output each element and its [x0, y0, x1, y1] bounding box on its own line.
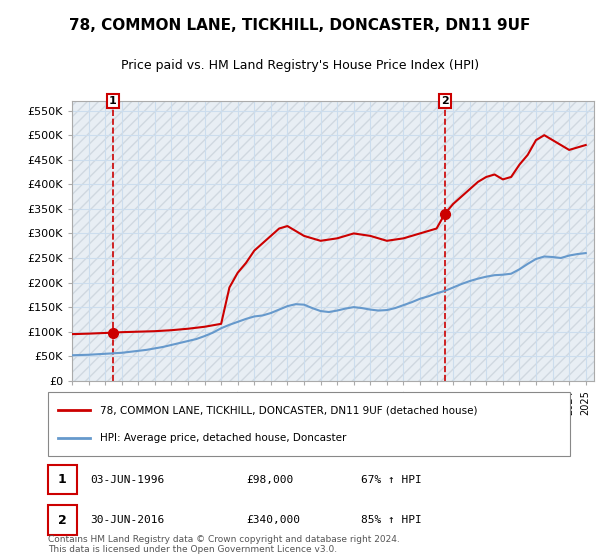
- Text: 85% ↑ HPI: 85% ↑ HPI: [361, 515, 422, 525]
- FancyBboxPatch shape: [48, 392, 570, 456]
- Text: Contains HM Land Registry data © Crown copyright and database right 2024.
This d: Contains HM Land Registry data © Crown c…: [48, 535, 400, 554]
- FancyBboxPatch shape: [48, 505, 77, 535]
- Text: 78, COMMON LANE, TICKHILL, DONCASTER, DN11 9UF: 78, COMMON LANE, TICKHILL, DONCASTER, DN…: [70, 18, 530, 32]
- FancyBboxPatch shape: [48, 465, 77, 494]
- Text: 67% ↑ HPI: 67% ↑ HPI: [361, 475, 422, 485]
- Text: 2: 2: [441, 96, 449, 106]
- Text: 78, COMMON LANE, TICKHILL, DONCASTER, DN11 9UF (detached house): 78, COMMON LANE, TICKHILL, DONCASTER, DN…: [100, 405, 478, 415]
- Text: 03-JUN-1996: 03-JUN-1996: [90, 475, 164, 485]
- Text: 2: 2: [58, 514, 67, 526]
- Text: £340,000: £340,000: [247, 515, 301, 525]
- Text: HPI: Average price, detached house, Doncaster: HPI: Average price, detached house, Donc…: [100, 433, 347, 444]
- Text: Price paid vs. HM Land Registry's House Price Index (HPI): Price paid vs. HM Land Registry's House …: [121, 59, 479, 72]
- Text: 1: 1: [109, 96, 116, 106]
- Text: 1: 1: [58, 473, 67, 486]
- Text: £98,000: £98,000: [247, 475, 293, 485]
- Text: 30-JUN-2016: 30-JUN-2016: [90, 515, 164, 525]
